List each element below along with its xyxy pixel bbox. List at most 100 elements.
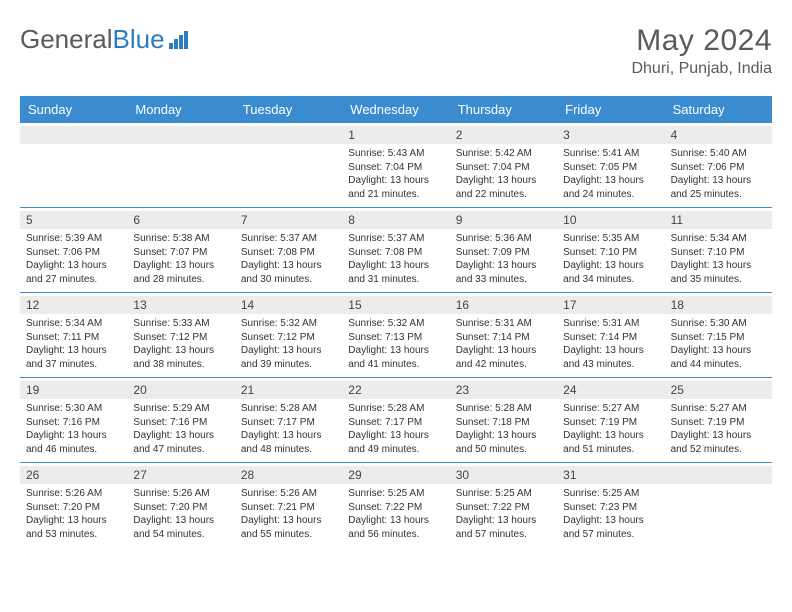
day-number: 6 [127, 211, 234, 229]
day-detail-line: Sunset: 7:05 PM [563, 161, 658, 175]
dayname-wednesday: Wednesday [342, 96, 449, 123]
day-detail-line: Sunset: 7:16 PM [133, 416, 228, 430]
calendar-cell: 22Sunrise: 5:28 AMSunset: 7:17 PMDayligh… [342, 378, 449, 462]
day-detail-line: Daylight: 13 hours and 46 minutes. [26, 429, 121, 456]
day-detail-line: Daylight: 13 hours and 41 minutes. [348, 344, 443, 371]
day-number: 19 [20, 381, 127, 399]
day-detail-line: Daylight: 13 hours and 56 minutes. [348, 514, 443, 541]
day-detail-line: Sunrise: 5:32 AM [241, 317, 336, 331]
calendar-cell [665, 463, 772, 547]
day-detail-line: Sunrise: 5:28 AM [348, 402, 443, 416]
calendar-cell: 28 Sunrise: 5:26 AMSunset: 7:21 PMDayligh… [235, 463, 342, 547]
calendar-cell: 11Sunrise: 5:34 AMSunset: 7:10 PMDayligh… [665, 208, 772, 292]
day-number: 7 [235, 211, 342, 229]
day-detail-line: Sunset: 7:17 PM [241, 416, 336, 430]
logo-chart-icon [169, 31, 188, 49]
day-number: 22 [342, 381, 449, 399]
calendar-week-row: 26Sunrise: 5:26 AMSunset: 7:20 PMDayligh… [20, 462, 772, 547]
day-detail-line: Daylight: 13 hours and 52 minutes. [671, 429, 766, 456]
calendar-cell: 8Sunrise: 5:37 AMSunset: 7:08 PMDaylight… [342, 208, 449, 292]
day-detail-line: Daylight: 13 hours and 30 minutes. [241, 259, 336, 286]
day-detail-line: Sunrise: 5:31 AM [563, 317, 658, 331]
day-detail-line: Daylight: 13 hours and 54 minutes. [133, 514, 228, 541]
day-detail-line: Daylight: 13 hours and 43 minutes. [563, 344, 658, 371]
day-detail-line: Daylight: 13 hours and 39 minutes. [241, 344, 336, 371]
calendar-cell: 12Sunrise: 5:34 AMSunset: 7:11 PMDayligh… [20, 293, 127, 377]
day-detail-line: Daylight: 13 hours and 57 minutes. [563, 514, 658, 541]
calendar-cell [20, 123, 127, 207]
calendar-cell: 20Sunrise: 5:29 AMSunset: 7:16 PMDayligh… [127, 378, 234, 462]
day-number [235, 126, 342, 144]
day-number: 2 [450, 126, 557, 144]
day-number: 8 [342, 211, 449, 229]
day-detail-line: Sunrise: 5:33 AM [133, 317, 228, 331]
day-detail-line: Sunset: 7:15 PM [671, 331, 766, 345]
day-detail-line: Sunrise: 5:42 AM [456, 147, 551, 161]
logo-part2: Blue [113, 24, 165, 55]
day-detail-line: Sunrise: 5:27 AM [671, 402, 766, 416]
day-detail-line: Sunrise: 5:28 AM [456, 402, 551, 416]
logo: GeneralBlue [20, 24, 188, 55]
logo-part1: General [20, 24, 113, 55]
calendar-cell: 2Sunrise: 5:42 AMSunset: 7:04 PMDaylight… [450, 123, 557, 207]
day-number: 28 [235, 466, 342, 484]
day-number: 12 [20, 296, 127, 314]
calendar-cell: 21Sunrise: 5:28 AMSunset: 7:17 PMDayligh… [235, 378, 342, 462]
calendar-cell: 29Sunrise: 5:25 AMSunset: 7:22 PMDayligh… [342, 463, 449, 547]
day-number: 20 [127, 381, 234, 399]
day-detail-line: Sunrise: 5:26 AM [26, 487, 121, 501]
day-detail-line: Sunset: 7:22 PM [456, 501, 551, 515]
calendar-cell: 10Sunrise: 5:35 AMSunset: 7:10 PMDayligh… [557, 208, 664, 292]
day-detail-line: Sunrise: 5:37 AM [348, 232, 443, 246]
day-detail-line: Daylight: 13 hours and 55 minutes. [241, 514, 336, 541]
title-block: May 2024 Dhuri, Punjab, India [631, 24, 772, 78]
dayname-monday: Monday [127, 96, 234, 123]
day-detail-line: Sunrise: 5:31 AM [456, 317, 551, 331]
calendar-cell: 19Sunrise: 5:30 AMSunset: 7:16 PMDayligh… [20, 378, 127, 462]
day-detail-line: Daylight: 13 hours and 48 minutes. [241, 429, 336, 456]
day-detail-line: Daylight: 13 hours and 35 minutes. [671, 259, 766, 286]
day-detail-line: Sunset: 7:20 PM [133, 501, 228, 515]
page-header: GeneralBlue May 2024 Dhuri, Punjab, Indi… [20, 24, 772, 78]
day-detail-line: Sunset: 7:12 PM [241, 331, 336, 345]
calendar-cell: 24Sunrise: 5:27 AMSunset: 7:19 PMDayligh… [557, 378, 664, 462]
day-detail-line: Sunrise: 5:34 AM [671, 232, 766, 246]
day-number: 21 [235, 381, 342, 399]
day-detail-line: Sunset: 7:17 PM [348, 416, 443, 430]
day-detail-line: Sunset: 7:20 PM [26, 501, 121, 515]
day-detail-line: Daylight: 13 hours and 25 minutes. [671, 174, 766, 201]
day-detail-line: Sunrise: 5:30 AM [671, 317, 766, 331]
day-detail-line: Sunset: 7:19 PM [671, 416, 766, 430]
day-detail-line: Sunrise: 5:29 AM [133, 402, 228, 416]
calendar-header-row: Sunday Monday Tuesday Wednesday Thursday… [20, 96, 772, 123]
location: Dhuri, Punjab, India [631, 60, 772, 78]
day-number [127, 126, 234, 144]
day-detail-line: Sunset: 7:06 PM [26, 246, 121, 260]
day-detail-line: Sunset: 7:08 PM [241, 246, 336, 260]
day-number: 30 [450, 466, 557, 484]
day-detail-line: Sunrise: 5:38 AM [133, 232, 228, 246]
day-detail-line: Sunset: 7:21 PM [241, 501, 336, 515]
day-detail-line: Daylight: 13 hours and 44 minutes. [671, 344, 766, 371]
day-detail-line: Sunset: 7:06 PM [671, 161, 766, 175]
dayname-friday: Friday [557, 96, 664, 123]
day-detail-line: Daylight: 13 hours and 57 minutes. [456, 514, 551, 541]
day-detail-line: Sunrise: 5:25 AM [456, 487, 551, 501]
day-detail-line: Sunset: 7:04 PM [348, 161, 443, 175]
day-detail-line: Sunrise: 5:39 AM [26, 232, 121, 246]
day-number: 4 [665, 126, 772, 144]
day-detail-line: Sunset: 7:23 PM [563, 501, 658, 515]
day-detail-line: Sunrise: 5:25 AM [563, 487, 658, 501]
day-number: 1 [342, 126, 449, 144]
day-detail-line: Daylight: 13 hours and 37 minutes. [26, 344, 121, 371]
day-detail-line: Sunrise: 5:26 AM [241, 487, 336, 501]
day-detail-line: Daylight: 13 hours and 28 minutes. [133, 259, 228, 286]
calendar-cell: 30 Sunrise: 5:25 AMSunset: 7:22 PMDayligh… [450, 463, 557, 547]
day-number: 18 [665, 296, 772, 314]
calendar-cell: 18 Sunrise: 5:30 AMSunset: 7:15 PMDayligh… [665, 293, 772, 377]
day-detail-line: Sunset: 7:12 PM [133, 331, 228, 345]
day-number: 27 [127, 466, 234, 484]
day-number: 14 [235, 296, 342, 314]
day-number: 25 [665, 381, 772, 399]
calendar-cell: 23Sunrise: 5:28 AMSunset: 7:18 PMDayligh… [450, 378, 557, 462]
